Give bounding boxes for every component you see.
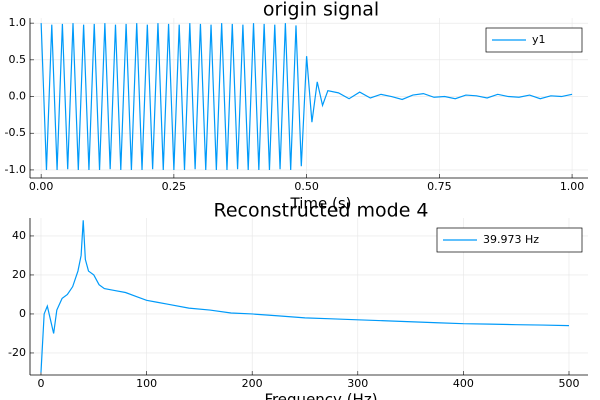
- chart-title: origin signal: [263, 0, 379, 21]
- y-tick-label: 0: [19, 307, 26, 320]
- x-tick-label: 100: [136, 377, 157, 390]
- x-axis-label: Time (s): [290, 195, 352, 213]
- x-tick-label: 0: [37, 377, 44, 390]
- y-tick-label: -1.0: [5, 163, 26, 176]
- x-tick-label: 0.50: [294, 180, 319, 193]
- y-tick-label: 40: [12, 229, 26, 242]
- data-line: [40, 220, 570, 373]
- x-tick-label: 0.75: [427, 180, 452, 193]
- y-tick-label: 0.5: [9, 53, 27, 66]
- chart-title: Reconstructed mode 4: [213, 200, 428, 222]
- x-axis-label: Frequency (Hz): [264, 391, 377, 400]
- x-tick-label: 300: [347, 377, 368, 390]
- x-tick-label: 0.00: [29, 180, 54, 193]
- x-tick-label: 400: [453, 377, 474, 390]
- x-tick-label: 200: [242, 377, 263, 390]
- x-tick-label: 500: [558, 377, 579, 390]
- data-line: [40, 23, 573, 170]
- y-tick-label: 0.0: [9, 90, 27, 103]
- legend-label: 39.973 Hz: [483, 233, 539, 246]
- x-tick-label: 0.25: [162, 180, 187, 193]
- y-tick-label: 1.0: [9, 16, 27, 29]
- y-tick-label: 20: [12, 268, 26, 281]
- x-tick-label: 1.00: [560, 180, 585, 193]
- y-tick-label: -0.5: [5, 126, 26, 139]
- legend-label: y1: [532, 33, 546, 46]
- y-tick-label: -20: [8, 346, 26, 359]
